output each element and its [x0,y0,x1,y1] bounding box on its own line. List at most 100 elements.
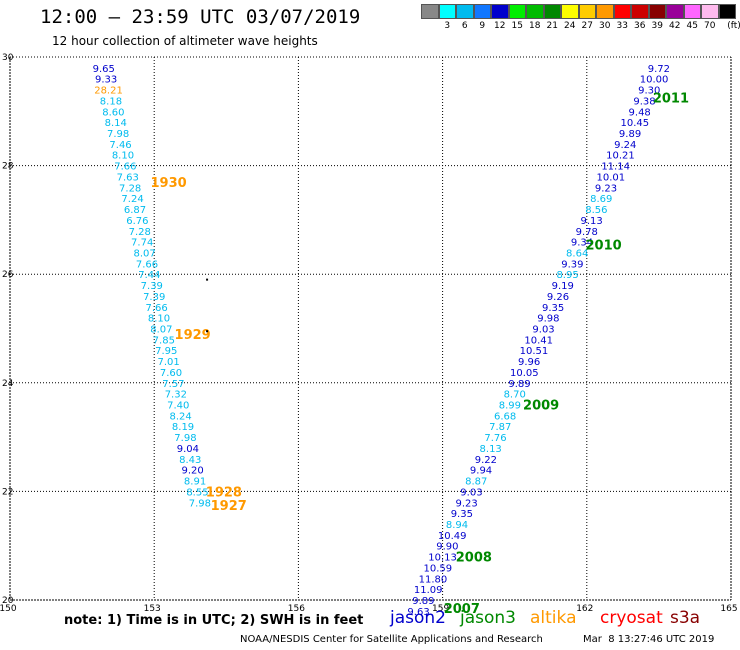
wave-height-value: 7.95 [155,346,177,357]
x-tick-label: 159 [432,604,449,614]
colorbar-swatch [508,4,526,19]
wave-height-value: 9.65 [93,64,115,75]
wave-height-value: 9.72 [648,64,670,75]
page-subtitle: 12 hour collection of altimeter wave hei… [52,34,318,48]
wave-height-value: 8.18 [100,96,122,107]
pass-time-label: 1928 [206,485,242,500]
colorbar-swatch [578,4,596,19]
wave-height-value: 8.99 [499,401,521,412]
pass-time-label: 2007 [444,602,480,617]
y-tick-label: 26 [2,270,14,280]
wave-height-value: 9.20 [182,466,204,477]
wave-height-value: 9.89 [412,596,434,607]
wave-height-value: 9.63 [407,607,429,618]
wave-height-value: 9.33 [95,75,117,86]
colorbar-swatches [421,4,736,19]
wave-height-value: 10.45 [621,118,650,129]
page-title: 12:00 – 23:59 UTC 03/07/2019 [40,6,361,28]
wave-height-value: 9.38 [633,96,655,107]
wave-height-value: 7.40 [167,401,189,412]
colorbar-label: 27 [581,21,593,31]
wave-height-value: 9.89 [508,379,530,390]
pass-time-label: 2009 [523,399,559,414]
colorbar-swatch [438,4,456,19]
axis-ticks: 150 153 156 159 162 165 20 22 24 26 28 30 [0,53,738,614]
wave-height-value: 9.94 [470,466,492,477]
wave-height-value: 8.91 [184,477,206,488]
wave-height-value: 10.13 [428,553,457,564]
wave-height-value: 7.44 [138,270,160,281]
wave-height-value: 9.98 [537,314,559,325]
legend-entry: altika [530,608,577,628]
wave-height-value: 8.07 [133,248,155,259]
colorbar-label: 24 [564,21,576,31]
wave-height-value: 8.24 [170,411,192,422]
wave-height-value: 8.07 [150,325,172,336]
colorbar-label: 3 [444,21,451,31]
colorbar-label: 30 [599,21,611,31]
wave-height-value: 8.87 [465,477,487,488]
wave-height-value: 28.21 [94,86,123,97]
colorbar-swatch [473,4,491,19]
pass-time-label: 1930 [151,176,187,191]
colorbar-legend: 3 6 9 12 15 18 21 24 27 30 33 36 39 42 45 70 (ft) [421,4,740,31]
legend-entry: cryosat [600,608,663,628]
wave-height-value: 7.39 [143,292,165,303]
colorbar-label: 42 [669,21,681,31]
wave-height-value: 7.63 [117,172,139,183]
wave-height-value: 9.04 [177,444,199,455]
wave-height-value: 9.78 [576,227,598,238]
wave-height-value: 7.98 [189,498,211,509]
colorbar-swatch [456,4,474,19]
pass-time-label: 2010 [586,238,622,253]
wave-height-value: 10.01 [597,172,626,183]
colorbar-swatch [666,4,684,19]
map-grid [9,56,732,601]
wave-height-value: 8.13 [480,444,502,455]
legend-entry: s3a [670,608,701,628]
y-tick-label: 28 [2,162,14,172]
wave-height-value: 7.74 [131,238,153,249]
wave-height-value: 8.43 [179,455,201,466]
wave-height-value: 8.14 [105,118,127,129]
colorbar-label: 21 [546,21,558,31]
wave-height-value: 8.69 [590,194,612,205]
colorbar-swatch [543,4,561,19]
legend-entry: jason2 [390,608,446,628]
wave-height-value: 7.57 [162,379,184,390]
wave-height-value: 9.23 [456,498,478,509]
wave-height-value: 7.46 [109,140,131,151]
colorbar-swatch [421,4,439,19]
x-tick-label: 165 [720,604,737,614]
wave-height-value: 11.09 [414,585,443,596]
colorbar-label: 18 [529,21,541,31]
pass-time-label: 1929 [175,328,211,343]
map-marker [206,278,209,281]
colorbar-swatch [491,4,509,19]
legend-entry: jason3 [460,608,516,628]
wave-height-value: 11.14 [601,162,630,173]
wave-height-value: 10.05 [510,368,539,379]
wave-height-value: 7.39 [141,281,163,292]
colorbar-label: 70 [704,21,716,31]
colorbar-swatch [683,4,701,19]
map-markers [206,278,209,333]
wave-height-value: 11.80 [419,574,448,585]
wave-height-value: 6.76 [126,216,148,227]
wave-height-value: 10.59 [423,563,452,574]
y-tick-label: 22 [2,487,13,497]
colorbar-swatch [718,4,736,19]
wave-height-value: 8.10 [112,151,134,162]
x-tick-label: 162 [576,604,593,614]
y-tick-label: 24 [2,379,14,389]
wave-height-value: 10.41 [524,335,553,346]
wave-height-value: 7.85 [153,335,175,346]
wave-height-value: 7.66 [136,259,158,270]
pass-time-label: 2008 [456,551,492,566]
wave-height-value: 9.30 [638,86,660,97]
wave-height-value: 9.35 [451,509,473,520]
footer-note: note: 1) Time is in UTC; 2) SWH is in fe… [64,613,364,628]
footer-credit: NOAA/NESDIS Center for Satellite Applica… [240,634,543,645]
